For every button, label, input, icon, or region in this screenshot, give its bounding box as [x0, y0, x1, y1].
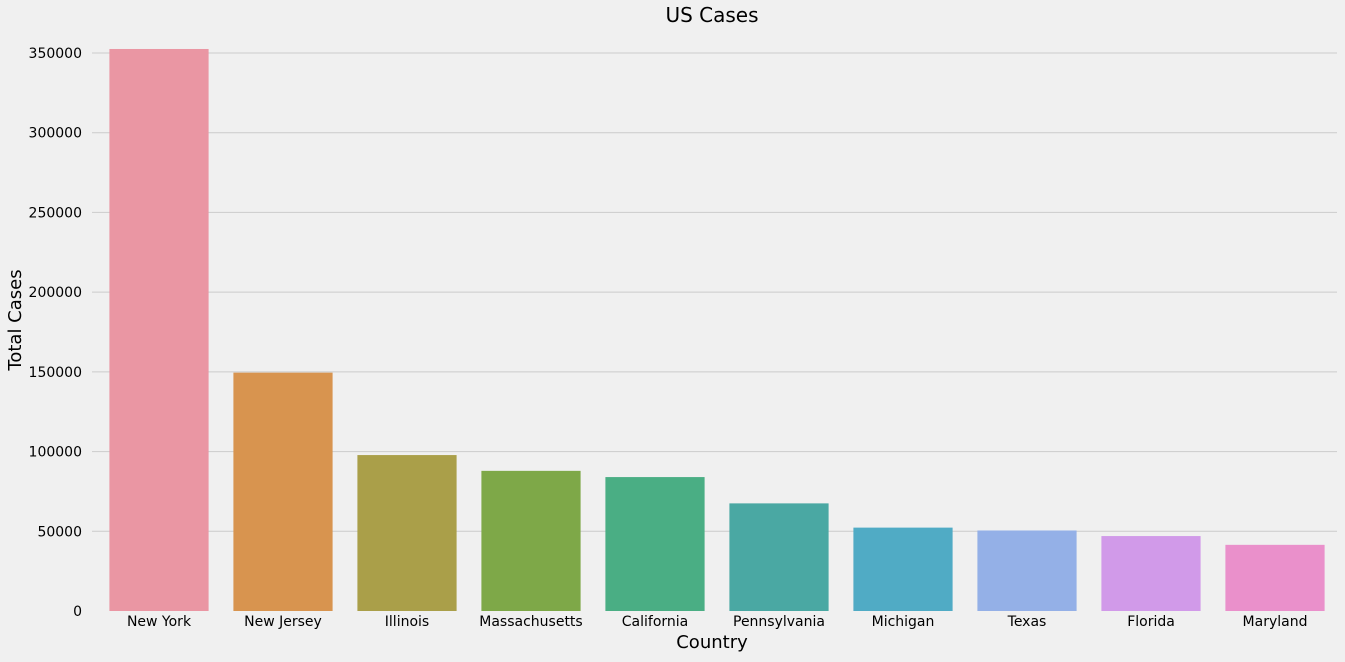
y-axis-title: Total Cases [5, 269, 26, 371]
x-tick-label: Massachusetts [479, 614, 582, 630]
bars [109, 48, 1325, 612]
x-tick-labels: New York New Jersey Illinois Massachusetts C… [127, 614, 1308, 630]
y-tick-label: 300000 [29, 126, 82, 142]
bar-california [605, 477, 705, 611]
bar-pennsylvania [729, 503, 829, 611]
y-tick-label: 350000 [29, 46, 82, 62]
x-tick-label: Pennsylvania [733, 614, 825, 630]
x-tick-label: Maryland [1243, 614, 1308, 630]
y-tick-label: 0 [73, 604, 82, 620]
bar-new-jersey [233, 372, 333, 611]
x-tick-label: California [622, 614, 688, 630]
bar-illinois [357, 455, 457, 611]
y-tick-labels: 0 50000 100000 150000 200000 250000 300000 3500… [29, 46, 82, 620]
bar-michigan [853, 527, 953, 611]
y-tick-label: 150000 [29, 365, 82, 381]
x-tick-label: New York [127, 614, 192, 630]
y-tick-label: 200000 [29, 285, 82, 301]
x-tick-label: New Jersey [244, 614, 322, 630]
bar-new-york [109, 48, 209, 612]
x-tick-label: Texas [1007, 614, 1047, 630]
x-tick-label: Illinois [385, 614, 429, 630]
chart-title: US Cases [665, 3, 758, 27]
x-tick-label: Michigan [872, 614, 935, 630]
bar-maryland [1225, 544, 1325, 611]
bar-massachusetts [481, 470, 581, 611]
y-tick-label: 100000 [29, 445, 82, 461]
x-axis-title: Country [676, 632, 748, 653]
y-tick-label: 50000 [37, 524, 82, 540]
bar-florida [1101, 536, 1201, 611]
x-tick-label: Florida [1127, 614, 1175, 630]
bar-texas [977, 530, 1077, 611]
y-tick-label: 250000 [29, 205, 82, 221]
